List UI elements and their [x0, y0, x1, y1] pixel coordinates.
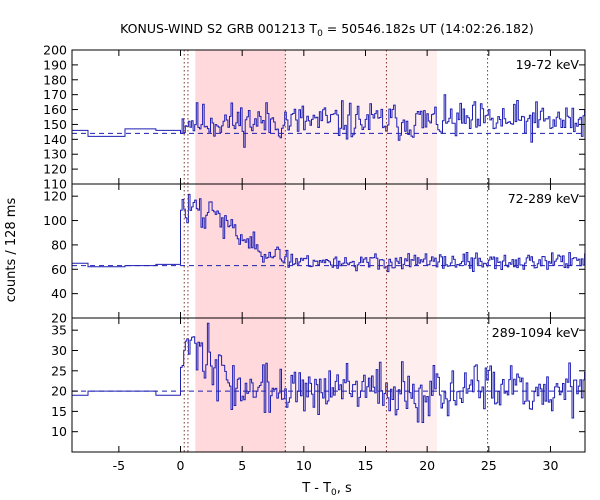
- y-tick-label: 15: [51, 404, 67, 419]
- y-tick-label: 180: [43, 72, 67, 87]
- light-curve-series: [72, 193, 586, 273]
- y-tick-label: 140: [43, 132, 67, 147]
- y-tick-label: 35: [51, 323, 67, 338]
- x-tick-label: 10: [296, 458, 312, 473]
- x-axis-label-subscript: 0: [331, 488, 337, 498]
- y-tick-label: 120: [43, 189, 67, 204]
- panel-2: [72, 322, 586, 423]
- panel-energy-label: 19-72 keV: [516, 57, 580, 72]
- y-tick-label: 100: [43, 213, 67, 228]
- y-tick-label: 25: [51, 363, 67, 378]
- y-tick-label: 130: [43, 147, 67, 162]
- chart-title-rest: = 50546.182s UT (14:02:26.182): [323, 21, 534, 36]
- panel-energy-label: 289-1094 keV: [492, 325, 580, 340]
- panel-energy-label: 72-289 keV: [508, 191, 580, 206]
- x-tick-label: 5: [238, 458, 246, 473]
- x-tick-label: 25: [481, 458, 497, 473]
- y-tick-label: 170: [43, 87, 67, 102]
- y-tick-label: 20: [51, 311, 67, 326]
- shaded-region-1: [285, 50, 438, 452]
- panel-frame-2: [71, 317, 586, 453]
- panel-0: [72, 94, 586, 148]
- y-tick-label: 200: [43, 43, 67, 58]
- y-tick-label: 160: [43, 102, 67, 117]
- y-tick-label: 190: [43, 57, 67, 72]
- y-tick-label: 60: [51, 262, 67, 277]
- x-axis-label: T - T0, s: [301, 481, 352, 498]
- x-tick-label: 30: [543, 458, 559, 473]
- chart-title-main: KONUS-WIND S2 GRB 001213 T: [120, 21, 317, 36]
- light-curve-series: [72, 94, 586, 148]
- y-tick-label: 150: [43, 117, 67, 132]
- light-curve-series: [72, 322, 586, 423]
- y-tick-label: 80: [51, 237, 67, 252]
- x-tick-label: 15: [358, 458, 374, 473]
- y-tick-label: 20: [51, 384, 67, 399]
- chart-title-subscript: 0: [317, 29, 323, 39]
- y-tick-label: 110: [43, 177, 67, 192]
- x-axis-label-rest: , s: [337, 481, 352, 496]
- y-tick-label: 10: [51, 424, 67, 439]
- chart-title: KONUS-WIND S2 GRB 001213 T0 = 50546.182s…: [120, 21, 534, 39]
- y-tick-label: 40: [51, 286, 67, 301]
- x-axis-label-main: T - T: [301, 481, 331, 496]
- y-tick-label: 30: [51, 343, 67, 358]
- panel-1: [72, 193, 586, 273]
- light-curve-panels: [72, 94, 586, 423]
- vertical-marker-lines: [183, 50, 489, 452]
- x-tick-label: -5: [113, 458, 125, 473]
- y-tick-label: 120: [43, 162, 67, 177]
- x-tick-label: 20: [419, 458, 435, 473]
- shaded-intervals: [195, 50, 438, 452]
- x-tick-label: 0: [177, 458, 185, 473]
- y-axis-label: counts / 128 ms: [4, 198, 19, 303]
